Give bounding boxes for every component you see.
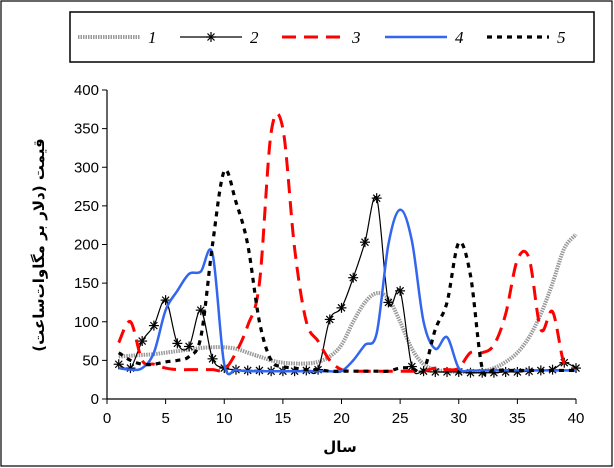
legend-label: 4: [455, 28, 464, 47]
y-tick-label: 0: [91, 391, 99, 408]
series-line-3: [117, 112, 577, 373]
y-axis-ticks: 0 50 100 150 200 250 300 350 400: [74, 82, 107, 408]
data-point: [324, 314, 335, 325]
x-tick-label: 35: [509, 410, 526, 427]
data-point: [336, 302, 347, 313]
y-tick-label: 400: [74, 82, 99, 99]
y-tick-label: 300: [74, 159, 99, 176]
y-tick-label: 350: [74, 121, 99, 138]
x-axis-title: سال: [323, 438, 356, 456]
legend-label: 3: [351, 28, 361, 47]
x-tick-label: 15: [275, 410, 292, 427]
y-tick-label: 250: [74, 198, 99, 215]
x-tick-label: 20: [333, 410, 350, 427]
data-point: [348, 272, 359, 283]
legend-label: 2: [250, 28, 259, 47]
x-tick-label: 0: [103, 410, 111, 427]
legend: 1 2 3 4 5: [78, 28, 566, 47]
y-tick-label: 100: [74, 314, 99, 331]
legend-item-5: 5: [487, 28, 566, 47]
data-point: [371, 193, 382, 204]
legend-item-4: 4: [385, 28, 464, 47]
data-point: [195, 305, 206, 316]
x-tick-label: 40: [568, 410, 585, 427]
y-axis-title: قیمت (دلار بر مگاوات‌ساعت): [30, 138, 48, 351]
series-line-1: [118, 233, 578, 375]
series-line-5: [117, 168, 576, 377]
legend-item-2: 2: [180, 28, 259, 47]
data-point: [383, 297, 394, 308]
data-point: [500, 366, 511, 377]
data-point: [359, 237, 370, 248]
y-tick-label: 150: [74, 275, 99, 292]
x-tick-label: 5: [161, 410, 169, 427]
data-point: [207, 353, 218, 364]
legend-label: 5: [557, 28, 566, 47]
data-point: [571, 363, 581, 374]
legend-item-1: 1: [78, 28, 157, 47]
data-point: [395, 285, 406, 296]
data-point: [148, 320, 159, 331]
data-point: [172, 338, 183, 349]
x-tick-label: 10: [216, 410, 233, 427]
data-point: [125, 363, 136, 374]
legend-label: 1: [148, 28, 157, 47]
x-tick-label: 30: [450, 410, 467, 427]
y-tick-label: 50: [82, 352, 99, 369]
data-point: [137, 336, 148, 347]
legend-item-3: 3: [282, 28, 361, 47]
x-tick-label: 25: [392, 410, 409, 427]
data-point: [206, 32, 216, 42]
series-lines: [113, 112, 581, 378]
series-line-4: [118, 208, 576, 376]
data-point: [113, 359, 124, 370]
data-point: [160, 295, 171, 306]
y-tick-label: 200: [74, 237, 99, 254]
data-point: [184, 341, 195, 352]
x-axis-ticks: 0 5 10 15 20 25 30 35 40: [103, 399, 585, 427]
